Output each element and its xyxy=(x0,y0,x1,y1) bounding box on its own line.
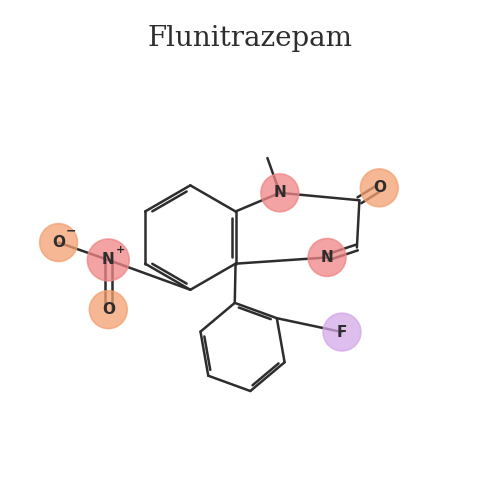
Text: N: N xyxy=(102,252,115,268)
Circle shape xyxy=(40,224,78,262)
Text: −: − xyxy=(66,224,76,237)
Text: O: O xyxy=(102,302,115,317)
Text: N: N xyxy=(320,250,334,265)
Text: O: O xyxy=(52,235,65,250)
Circle shape xyxy=(360,169,398,206)
Circle shape xyxy=(323,313,361,351)
Text: N: N xyxy=(274,186,286,200)
Text: Flunitrazepam: Flunitrazepam xyxy=(148,25,352,52)
Text: +: + xyxy=(116,245,126,255)
Circle shape xyxy=(261,174,298,212)
Circle shape xyxy=(90,291,127,329)
Text: O: O xyxy=(373,180,386,196)
Circle shape xyxy=(88,239,129,281)
Text: F: F xyxy=(337,324,347,340)
Circle shape xyxy=(308,238,346,277)
